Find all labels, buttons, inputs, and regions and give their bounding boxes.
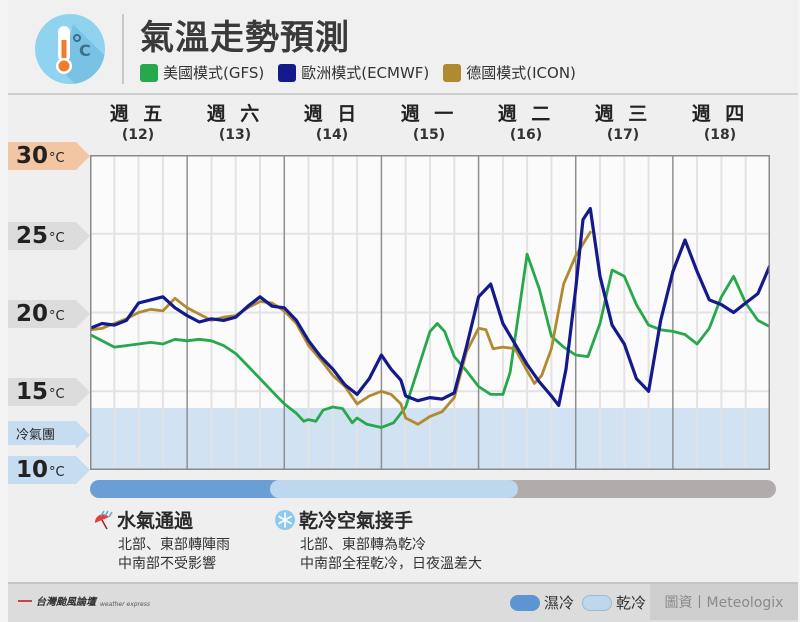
phase-dry-cold [270,480,518,498]
logo-text: 台灣颱風論壇 [36,597,96,608]
legend-gfs: 美國模式(GFS) [140,62,264,83]
day-name: 週 五 [109,103,167,125]
y-tick-20: 20 °C [8,300,90,328]
y-tick-value: 20 [16,301,49,327]
legend-gfs-label: 美國模式(GFS) [163,64,265,82]
rain-umbrella-icon [94,510,113,529]
note-line: 中南部不受影響 [118,556,216,572]
ecmwf-swatch-icon [278,63,297,82]
y-tick-10: 10 °C [8,456,90,484]
y-tick-unit: °C [49,231,65,246]
page-title: 氣溫走勢預測 [140,18,350,58]
series-line-2 [90,230,592,426]
day-label-wed: 週 三 (17) [575,103,671,145]
day-name: 週 四 [691,103,749,125]
note-title-text: 水氣通過 [117,510,194,532]
forum-logo: 台灣颱風論壇 weather express [18,593,150,608]
y-tick-value: 25 [16,223,49,249]
cold-zone-tag: 冷氣團 [8,421,90,449]
note-moisture-title: 水氣通過 [92,506,230,533]
y-tick-value: 15 [16,379,49,405]
thermometer-icon: C [35,14,105,84]
wet-cold-pill-icon [510,594,540,611]
plot-border [90,155,770,470]
note-line: 中南部全程乾冷，日夜溫差大 [300,556,482,572]
temperature-chart [90,155,770,470]
day-label-sat: 週 六 (13) [187,103,283,145]
legend-icon-model: 德國模式(ICON) [443,62,576,83]
day-label-sun: 週 日 (14) [284,103,380,145]
day-label-thu: 週 四 (18) [672,103,768,145]
y-tick-value: 30 [16,143,49,169]
day-date: (14) [315,127,349,143]
day-name: 週 一 [400,103,458,125]
header: C 氣溫走勢預測 美國模式(GFS) 歐洲模式(ECMWF) 德國模式(ICON… [8,0,798,95]
icon-model-swatch-icon [443,63,462,82]
source-credit: 圖資丨Meteologix [650,584,798,620]
y-tick-15: 15 °C [8,378,90,406]
note-title-text: 乾冷空氣接手 [299,510,414,532]
dry-cold-label: 乾冷 [616,594,647,612]
logo-subtext: weather express [100,601,150,608]
y-tick-30: 30 °C [8,142,90,170]
day-label-mon: 週 一 (15) [381,103,477,145]
day-date: (18) [703,127,737,143]
note-dry-cold-title: 乾冷空氣接手 [274,506,482,533]
legend-ecmwf-label: 歐洲模式(ECMWF) [301,64,430,82]
legend-icon-model-label: 德國模式(ICON) [466,64,576,82]
cold-zone-label: 冷氣團 [16,427,56,443]
y-tick-unit: °C [49,151,65,166]
source-text: 圖資丨Meteologix [664,595,784,611]
y-tick-unit: °C [49,309,65,324]
phase-timeline-bar [90,480,776,498]
day-name: 週 六 [206,103,264,125]
model-legend: 美國模式(GFS) 歐洲模式(ECMWF) 德國模式(ICON) [140,62,576,83]
phase-wet-cold [90,480,290,498]
series-layer [90,206,770,429]
y-tick-unit: °C [49,465,65,480]
footer: 台灣颱風論壇 weather express 濕冷 乾冷 圖資丨Meteolog… [8,582,798,622]
footer-legend-wet: 濕冷 [510,592,574,613]
note-dry-cold: 乾冷空氣接手 北部、東部轉為乾冷 中南部全程乾冷，日夜溫差大 [274,506,482,574]
logo-line-icon [18,599,32,602]
legend-ecmwf: 歐洲模式(ECMWF) [278,62,429,83]
series-line-1 [90,206,770,407]
series-line-0 [90,252,770,429]
day-date: (16) [509,127,543,143]
day-name: 週 三 [594,103,652,125]
note-line: 北部、東部轉陣雨 [118,537,230,553]
day-date: (15) [412,127,446,143]
y-tick-value: 10 [16,457,49,483]
gfs-swatch-icon [140,63,158,82]
header-divider [122,14,124,84]
day-name: 週 二 [497,103,555,125]
footer-legend-dry: 乾冷 [582,592,646,613]
note-moisture: 水氣通過 北部、東部轉陣雨 中南部不受影響 [92,506,230,574]
day-label-tue: 週 二 (16) [478,103,574,145]
day-name: 週 日 [303,103,361,125]
note-line: 北部、東部轉為乾冷 [300,537,426,553]
day-label-fri: 週 五 (12) [90,103,186,145]
snowflake-icon [275,509,295,530]
day-date: (12) [121,127,155,143]
wet-cold-label: 濕冷 [544,594,575,612]
y-tick-25: 25 °C [8,222,90,250]
day-date: (17) [606,127,640,143]
dry-cold-pill-icon [582,594,612,611]
day-date: (13) [218,127,252,143]
y-tick-unit: °C [49,387,65,402]
svg-text:C: C [79,41,91,60]
